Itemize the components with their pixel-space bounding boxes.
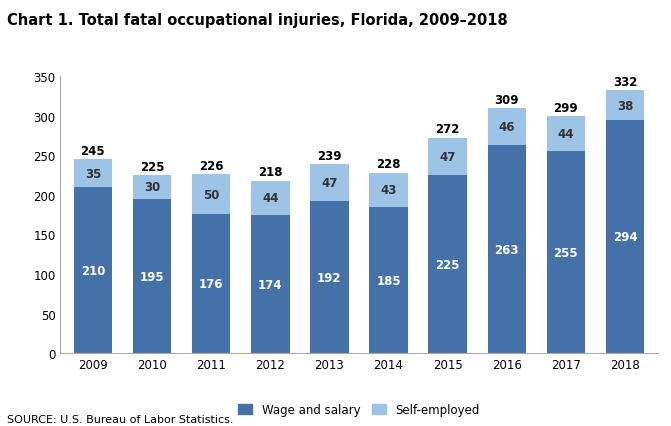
Bar	[429, 176, 467, 354]
Text: 46: 46	[499, 121, 515, 134]
Text: 38: 38	[617, 99, 633, 112]
Text: 299: 299	[554, 102, 578, 115]
Bar	[251, 216, 289, 354]
Text: 43: 43	[380, 184, 397, 197]
Bar	[192, 214, 230, 354]
Bar	[488, 109, 526, 146]
Text: 332: 332	[613, 75, 637, 89]
Legend: Wage and salary, Self-employed: Wage and salary, Self-employed	[234, 398, 484, 420]
Bar	[74, 160, 112, 187]
Bar	[547, 117, 585, 152]
Text: 47: 47	[321, 177, 338, 190]
Text: 44: 44	[558, 128, 574, 141]
Bar	[369, 173, 408, 207]
Text: 239: 239	[317, 149, 342, 162]
Text: 210: 210	[81, 264, 105, 277]
Bar	[310, 201, 349, 354]
Text: 195: 195	[140, 270, 164, 283]
Bar	[606, 121, 644, 354]
Bar	[429, 138, 467, 176]
Text: 218: 218	[258, 166, 282, 179]
Text: 50: 50	[203, 188, 219, 201]
Text: 272: 272	[435, 123, 460, 136]
Bar	[547, 152, 585, 354]
Bar	[310, 164, 349, 201]
Bar	[606, 91, 644, 121]
Text: 30: 30	[144, 181, 160, 194]
Bar	[74, 187, 112, 354]
Text: 225: 225	[435, 258, 460, 271]
Text: 192: 192	[317, 271, 342, 284]
Text: 255: 255	[554, 246, 578, 259]
Text: 294: 294	[613, 231, 637, 244]
Text: 245: 245	[81, 144, 105, 157]
Text: 228: 228	[376, 158, 401, 171]
Bar	[251, 181, 289, 216]
Bar	[369, 207, 408, 354]
Bar	[192, 175, 230, 214]
Bar	[133, 199, 171, 354]
Text: Chart 1. Total fatal occupational injuries, Florida, 2009–2018: Chart 1. Total fatal occupational injuri…	[7, 13, 507, 28]
Text: 226: 226	[199, 159, 223, 173]
Text: SOURCE: U.S. Bureau of Labor Statistics.: SOURCE: U.S. Bureau of Labor Statistics.	[7, 414, 234, 424]
Text: 176: 176	[199, 277, 223, 291]
Text: 174: 174	[258, 278, 282, 291]
Text: 309: 309	[495, 94, 519, 107]
Text: 35: 35	[85, 167, 101, 180]
Text: 47: 47	[440, 150, 456, 164]
Text: 44: 44	[262, 192, 278, 205]
Text: 263: 263	[495, 243, 519, 256]
Bar	[133, 176, 171, 199]
Text: 185: 185	[376, 274, 401, 287]
Bar	[488, 146, 526, 354]
Text: 225: 225	[140, 160, 164, 173]
